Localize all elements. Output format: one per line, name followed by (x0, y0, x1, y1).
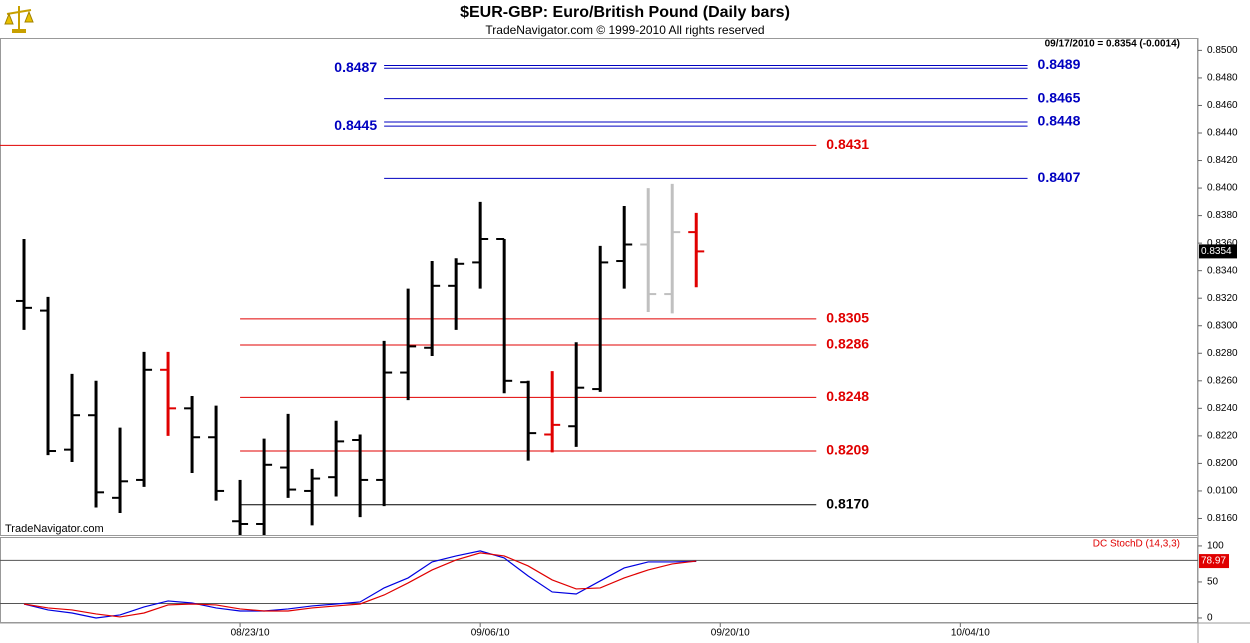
level-label: 0.8170 (826, 495, 869, 511)
x-tick-label: 09/20/10 (711, 628, 750, 639)
level-label: 0.8305 (826, 310, 869, 326)
x-tick-label: 10/04/10 (951, 628, 990, 639)
y-tick-label: 0.8200 (1207, 458, 1238, 469)
level-label: 0.8286 (826, 336, 869, 352)
level-label: 0.8209 (826, 442, 869, 458)
y-tick-label: 0.8260 (1207, 375, 1238, 386)
y-tick-label: 0.8440 (1207, 128, 1238, 139)
y-tick-label: 0.8380 (1207, 210, 1238, 221)
y-tick-label: 0.8500 (1207, 45, 1238, 56)
y-tick-label: 0.0100 (1207, 486, 1238, 497)
y-tick-label: 0.8340 (1207, 265, 1238, 276)
chart-subtitle: TradeNavigator.com © 1999-2010 All right… (485, 23, 764, 37)
stoch-line (23, 552, 697, 618)
level-label: 0.8448 (1038, 113, 1081, 129)
y-tick-label: 0.8280 (1207, 348, 1238, 359)
frames (0, 38, 1250, 643)
y-tick-label: 0.8160 (1207, 513, 1238, 524)
last-value-box (1199, 554, 1229, 569)
level-label: 0.8489 (1038, 56, 1081, 72)
level-label: 0.8407 (1038, 169, 1081, 185)
y-tick-label: 0.8360 (1207, 238, 1238, 249)
price-plot (0, 65, 1028, 535)
chart-title: $EUR-GBP: Euro/British Pound (Daily bars… (460, 4, 790, 21)
x-tick-label: 09/06/10 (471, 628, 510, 639)
y-tick-label: 0.8300 (1207, 320, 1238, 331)
price-stamp: 09/17/2010 = 0.8354 (-0.0014) (1045, 39, 1180, 50)
overlay: 0.8500 0.8480 0.8460 0.8440 0.8420 0.8400 0.83… (231, 45, 1238, 639)
level-label: 0.8248 (826, 388, 869, 404)
y-tick-label: 0.8240 (1207, 403, 1238, 414)
y-tick-label: 0 (1207, 613, 1213, 624)
level-label: 0.8445 (334, 117, 377, 133)
logo (4, 4, 34, 34)
y-tick-label: 50 (1207, 577, 1219, 588)
last-price-box (1199, 244, 1237, 259)
y-tick-label: 0.8480 (1207, 73, 1238, 84)
x-tick-label: 08/23/10 (231, 628, 270, 639)
level-label: 0.8487 (334, 59, 377, 75)
legend-label: DC StochD (14,3,3) (1093, 539, 1180, 550)
stoch-plot (0, 550, 1198, 619)
y-tick-label: 100 (1207, 541, 1224, 552)
level-label: 0.8465 (1038, 89, 1081, 105)
y-tick-label: 0.8400 (1207, 183, 1238, 194)
last-price-label: 0.8354 (1201, 246, 1232, 257)
y-tick-label: 0.8220 (1207, 431, 1238, 442)
level-label: 0.8431 (826, 136, 869, 152)
y-tick-label: 0.8460 (1207, 100, 1238, 111)
watermark: TradeNavigator.com (5, 523, 104, 535)
y-tick-label: 0.8420 (1207, 155, 1238, 166)
stoch-line (23, 550, 697, 619)
last-value-label: 78.97 (1201, 556, 1226, 567)
y-tick-label: 0.8320 (1207, 293, 1238, 304)
